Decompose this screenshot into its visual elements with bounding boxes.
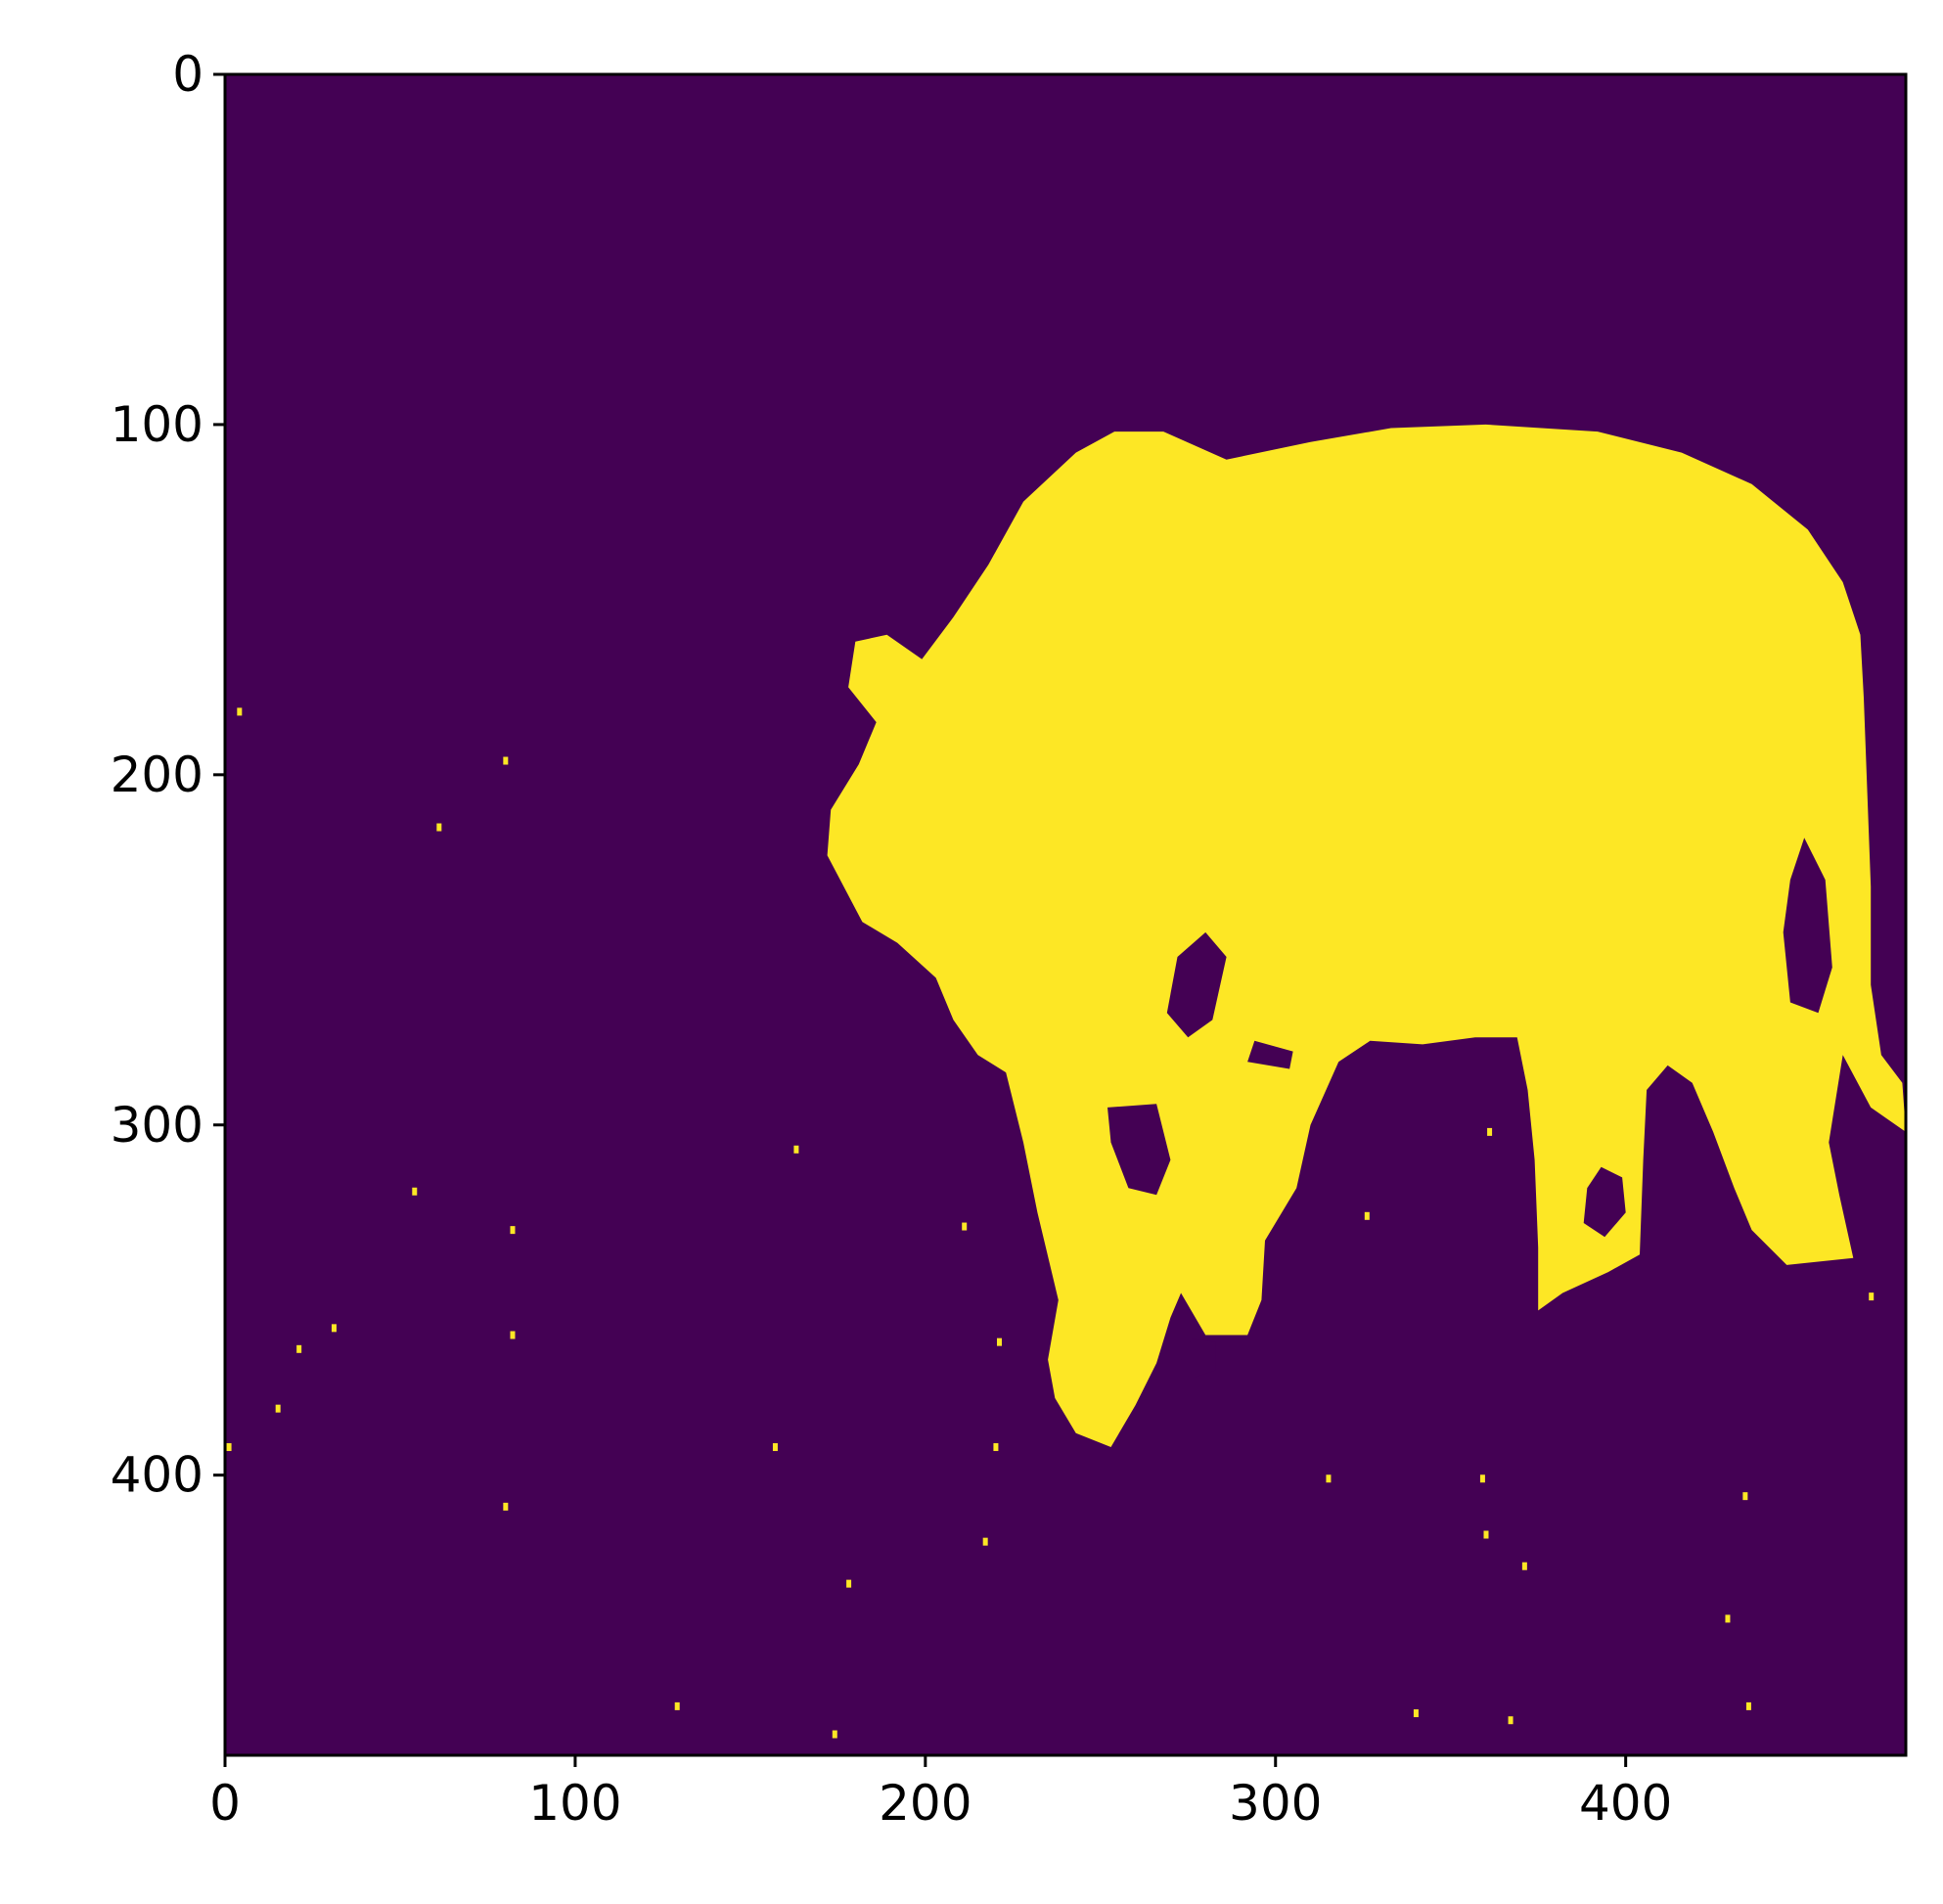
x-tick-label: 300: [1229, 1775, 1322, 1832]
mask-speck: [275, 1404, 281, 1413]
mask-speck: [1487, 1127, 1493, 1136]
mask-speck: [962, 1222, 968, 1231]
plot-frame: [223, 72, 1908, 1757]
x-tick-label: 400: [1579, 1775, 1672, 1832]
mask-hole: [1583, 1166, 1626, 1238]
y-tick-label: 300: [111, 1097, 203, 1154]
mask-speck: [674, 1701, 680, 1710]
mask-speck: [996, 1337, 1002, 1346]
mask-hole: [1166, 931, 1227, 1038]
y-tick-label: 400: [111, 1447, 203, 1504]
mask-speck: [1869, 1292, 1875, 1301]
mask-speck: [1479, 1474, 1485, 1483]
y-tick-label: 0: [172, 46, 203, 103]
mask-hole: [1107, 1104, 1171, 1196]
mask-speck: [832, 1730, 837, 1739]
mask-speck: [1521, 1562, 1527, 1570]
mask-speck: [1725, 1614, 1731, 1623]
mask-speck: [503, 756, 509, 765]
mask-region-elephant: [827, 424, 1906, 1447]
mask-speck: [510, 1226, 516, 1235]
y-axis-ticks: 0 100 200 300 400: [111, 46, 225, 1504]
mask-speck: [226, 1443, 232, 1452]
mask-speck: [510, 1331, 516, 1339]
mask-speck: [412, 1187, 418, 1196]
mask-speck: [1745, 1701, 1751, 1710]
mask-speck: [1413, 1709, 1419, 1718]
mask-speck: [993, 1443, 999, 1452]
mask-speck: [1742, 1492, 1748, 1501]
mask-layer: [226, 424, 1906, 1739]
mask-speck: [982, 1537, 988, 1546]
mask-speck: [793, 1145, 799, 1154]
mask-speck: [296, 1344, 302, 1353]
x-axis-ticks: 0 100 200 300 400: [209, 1755, 1672, 1832]
mask-speck: [846, 1579, 852, 1588]
mask-speck: [772, 1443, 778, 1452]
mask-hole: [1181, 1338, 1216, 1378]
x-tick-label: 100: [528, 1775, 621, 1832]
mask-speck: [1326, 1474, 1332, 1483]
y-tick-label: 200: [111, 747, 203, 803]
x-tick-label: 0: [209, 1775, 241, 1832]
x-tick-label: 200: [879, 1775, 972, 1832]
mask-speck: [331, 1324, 337, 1333]
mask-speck: [1364, 1211, 1370, 1220]
mask-speck: [436, 823, 442, 832]
y-tick-label: 100: [111, 396, 203, 453]
mask-speck: [1508, 1716, 1514, 1725]
mask-hole: [1247, 1040, 1293, 1069]
mask-speck: [1483, 1530, 1489, 1539]
mask-speck: [237, 707, 243, 716]
mask-speck: [503, 1502, 509, 1511]
mask-hole: [1783, 838, 1832, 1014]
